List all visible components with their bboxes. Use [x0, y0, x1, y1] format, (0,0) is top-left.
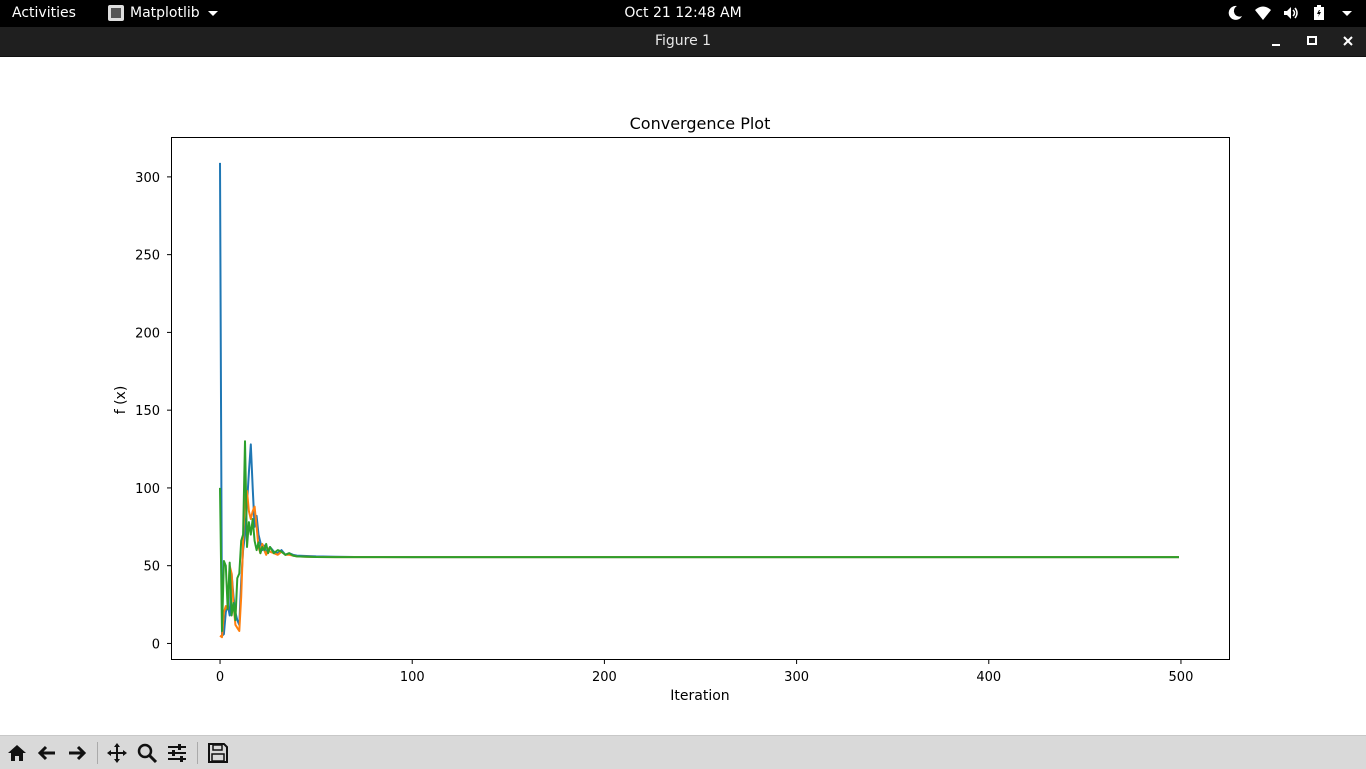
battery-icon	[1310, 4, 1328, 22]
home-button[interactable]	[4, 740, 30, 766]
close-icon	[1343, 36, 1353, 46]
pan-button[interactable]	[104, 740, 130, 766]
configure-icon	[168, 744, 186, 762]
x-tick-label: 100	[400, 670, 425, 685]
y-tick-label: 0	[152, 637, 160, 652]
save-button[interactable]	[205, 740, 231, 766]
y-tick-label: 200	[135, 326, 160, 341]
x-axis-label: Iteration	[670, 688, 729, 704]
x-tick-label: 400	[976, 670, 1001, 685]
back-icon	[37, 745, 55, 761]
y-tick-label: 50	[143, 560, 160, 575]
save-icon	[208, 743, 228, 763]
window-title-bar[interactable]: Figure 1	[0, 27, 1366, 57]
x-tick-label: 500	[1169, 670, 1194, 685]
series-line-3	[219, 440, 1179, 632]
figure-canvas[interactable]: Convergence Plot 0 100 200 300 400 500 0 50 100…	[0, 57, 1366, 734]
zoom-icon	[137, 743, 158, 764]
configure-subplots-button[interactable]	[164, 740, 190, 766]
chart-title: Convergence Plot	[630, 114, 771, 133]
system-top-bar: Activities Matplotlib Oct 21 12:48 AM	[0, 0, 1366, 27]
y-axis-ticks: 0 50 100 150 200 250 300	[135, 171, 172, 652]
x-tick-label: 0	[216, 670, 224, 685]
caret-down-icon	[207, 10, 218, 16]
forward-button[interactable]	[64, 740, 90, 766]
x-tick-label: 300	[784, 670, 809, 685]
pan-icon	[107, 743, 127, 763]
toolbar-separator	[197, 742, 198, 764]
app-menu[interactable]: Matplotlib	[108, 5, 218, 21]
matplotlib-toolbar	[0, 735, 1366, 769]
convergence-chart[interactable]: Convergence Plot 0 100 200 300 400 500 0 50 100…	[0, 57, 1366, 734]
y-axis-label: f (x)	[113, 386, 129, 415]
y-tick-label: 150	[135, 404, 160, 419]
window-title: Figure 1	[654, 33, 712, 49]
forward-icon	[69, 745, 87, 761]
y-tick-label: 300	[135, 171, 160, 186]
x-axis-ticks: 0 100 200 300 400 500	[216, 659, 1193, 685]
series-line-2	[219, 490, 1179, 639]
close-button[interactable]	[1340, 33, 1356, 49]
series-line-1	[219, 162, 1179, 637]
chevron-down-icon	[1338, 4, 1356, 22]
system-tray[interactable]	[1226, 4, 1356, 22]
app-menu-label: Matplotlib	[130, 5, 200, 21]
minimize-icon	[1272, 44, 1280, 46]
y-tick-label: 250	[135, 249, 160, 264]
zoom-button[interactable]	[134, 740, 160, 766]
x-tick-label: 200	[592, 670, 617, 685]
minimize-button[interactable]	[1268, 33, 1284, 49]
back-button[interactable]	[34, 740, 60, 766]
volume-icon	[1282, 4, 1300, 22]
home-icon	[8, 745, 26, 761]
night-light-icon	[1226, 4, 1244, 22]
toolbar-separator	[97, 742, 98, 764]
maximize-button[interactable]	[1304, 33, 1320, 49]
plot-lines	[219, 162, 1179, 639]
activities-button[interactable]: Activities	[12, 5, 76, 21]
matplotlib-app-icon	[108, 5, 124, 21]
wifi-icon	[1254, 4, 1272, 22]
axes-frame	[171, 137, 1230, 660]
maximize-icon	[1307, 36, 1317, 45]
y-tick-label: 100	[135, 482, 160, 497]
